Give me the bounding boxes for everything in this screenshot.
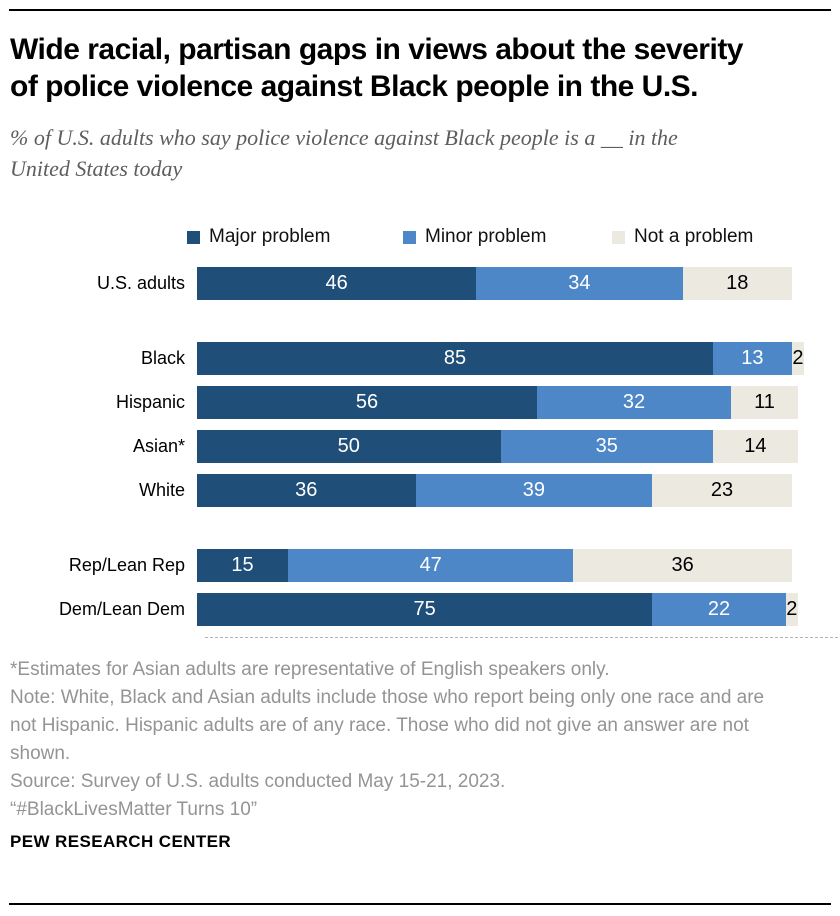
bar-segment-major-problem: 46 [197,267,477,300]
legend-swatch-major-problem [187,230,200,244]
bar-value: 13 [741,347,764,369]
bar-segment-not-a-problem: 2 [791,342,804,375]
bar-segment-not-a-problem: 23 [652,474,792,507]
bar-track: 85 13 2 [197,342,804,375]
bar-value: 85 [443,347,467,369]
legend-label: Minor problem [425,226,547,247]
legend-item-not-a-problem: Not a problem [612,226,753,248]
bar-value: 15 [231,554,254,576]
bar-track: 15 47 36 [197,549,792,582]
footnote-line-1: *Estimates for Asian adults are represen… [10,659,610,680]
bar-track: 56 32 11 [197,386,798,419]
category-label: Asian* [132,436,185,456]
bar-segment-not-a-problem: 14 [712,430,798,463]
bar-value: 2 [792,347,804,369]
legend-label: Not a problem [634,226,754,247]
bar-row-u-s-adults: U.S. adults 46 34 18 [0,267,840,300]
bottom-rule [9,903,831,905]
bar-value: 56 [355,391,379,413]
legend-item-major-problem: Major problem [187,226,330,248]
footnote-line-3: not Hispanic. Hispanic adults are of any… [10,715,749,736]
bar-segment-not-a-problem: 11 [731,386,798,419]
bar-value: 18 [726,272,749,294]
bar-value: 47 [419,554,442,576]
bar-segment-major-problem: 75 [197,593,653,626]
bar-row-hispanic: Hispanic 56 32 11 [0,386,840,419]
bar-row-white: White 36 39 23 [0,474,840,507]
bar-value: 2 [786,598,798,620]
legend-item-minor-problem: Minor problem [403,226,546,248]
footnote-line-2: Note: White, Black and Asian adults incl… [10,687,765,708]
category-label: U.S. adults [96,273,185,293]
bar-segment-minor-problem: 22 [652,593,786,626]
bar-value: 75 [413,598,436,620]
subtitle-line-2: United States today [10,156,183,181]
bar-group-overall: U.S. adults 46 34 18 [0,267,840,300]
bar-value: 22 [707,598,731,620]
bar-value: 34 [568,272,591,294]
footnote-line-5: Source: Survey of U.S. adults conducted … [10,771,506,792]
stacked-bar-chart: U.S. adults 46 34 18 Black 85 13 2 Hispanic 56 32 1… [0,267,840,626]
bar-segment-major-problem: 56 [197,386,537,419]
top-rule [9,9,831,11]
title-line-1: Wide racial, partisan gaps in views abou… [10,33,744,66]
bar-value: 23 [710,479,734,501]
bar-track: 36 39 23 [197,474,792,507]
bar-segment-minor-problem: 39 [415,474,653,507]
bar-segment-minor-problem: 32 [536,386,732,419]
chart-subtitle: % of U.S. adults who say police violence… [10,122,830,184]
category-label: Rep/Lean Rep [68,555,185,575]
bar-group-party: Rep/Lean Rep 15 47 36 Dem/Lean Dem 75 22 2 [0,549,840,626]
footnote-line-4: shown. [10,743,71,764]
brand-label: PEW RESEARCH CENTER [10,832,232,851]
bar-row-rep-lean-rep: Rep/Lean Rep 15 47 36 [0,549,840,582]
category-label: Black [140,348,185,368]
bar-track: 46 34 18 [197,267,792,300]
category-label: Dem/Lean Dem [58,599,185,619]
bar-segment-not-a-problem: 36 [573,549,792,582]
bar-row-asian: Asian* 50 35 14 [0,430,840,463]
category-label: Hispanic [115,392,185,412]
bar-value: 46 [325,272,348,294]
page-title: Wide racial, partisan gaps in views abou… [10,31,830,105]
footnote-line-6: “#BlackLivesMatter Turns 10” [10,799,258,820]
bar-segment-major-problem: 85 [197,342,713,375]
legend: Major problem Minor problem Not a problem [0,226,840,250]
footnotes: *Estimates for Asian adults are represen… [10,656,830,824]
bar-value: 36 [295,479,318,501]
bar-group-race-ethnicity: Black 85 13 2 Hispanic 56 32 11 Asian* 50 35 14 Whit… [0,342,840,507]
bar-value: 32 [622,391,646,413]
bar-row-black: Black 85 13 2 [0,342,840,375]
separator-dotted-line [205,637,838,638]
bar-value: 35 [595,435,618,457]
bar-segment-not-a-problem: 18 [682,267,792,300]
subtitle-line-1: % of U.S. adults who say police violence… [10,125,678,150]
bar-segment-minor-problem: 34 [476,267,683,300]
bar-value: 14 [744,435,767,457]
legend-label: Major problem [209,226,331,247]
bar-segment-major-problem: 36 [197,474,416,507]
bar-track: 75 22 2 [197,593,798,626]
bar-value: 50 [337,435,360,457]
bar-segment-minor-problem: 47 [288,549,574,582]
legend-swatch-not-a-problem [612,230,625,244]
bar-segment-major-problem: 50 [197,430,501,463]
bar-segment-minor-problem: 35 [500,430,713,463]
bar-segment-minor-problem: 13 [712,342,792,375]
category-label: White [138,480,185,500]
bar-value: 36 [671,554,694,576]
bar-row-dem-lean-dem: Dem/Lean Dem 75 22 2 [0,593,840,626]
bar-track: 50 35 14 [197,430,798,463]
bar-value: 39 [522,479,545,501]
bar-segment-not-a-problem: 2 [785,593,798,626]
bar-segment-major-problem: 15 [197,549,289,582]
legend-swatch-minor-problem [403,230,416,244]
title-line-2: of police violence against Black people … [10,70,699,103]
bar-value: 11 [754,391,775,413]
